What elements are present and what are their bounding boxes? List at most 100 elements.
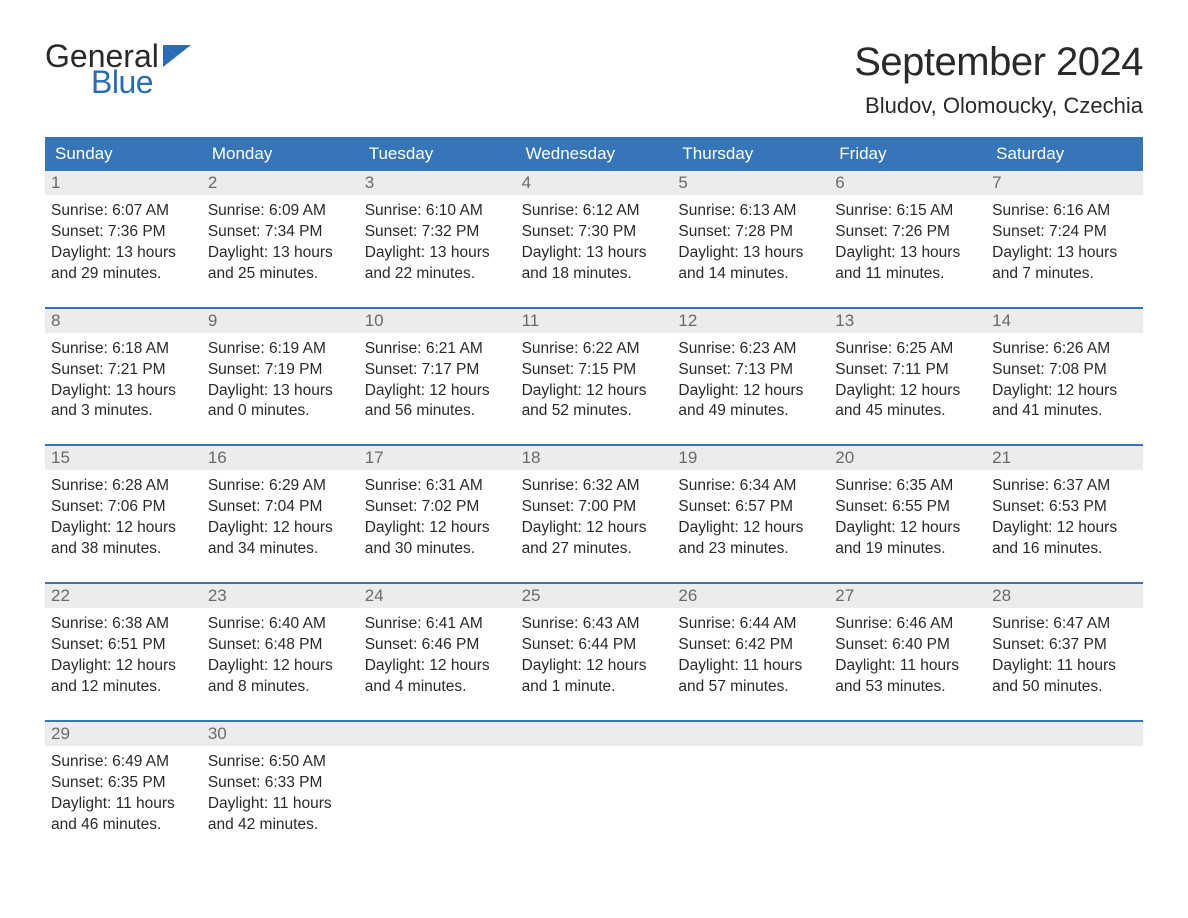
day-number: 19: [672, 446, 829, 470]
day-body: Sunrise: 6:15 AMSunset: 7:26 PMDaylight:…: [829, 195, 986, 285]
day-line-d2: and 19 minutes.: [835, 539, 980, 560]
day-body: Sunrise: 6:29 AMSunset: 7:04 PMDaylight:…: [202, 470, 359, 560]
day-line-sr: Sunrise: 6:21 AM: [365, 339, 510, 360]
day-header-monday: Monday: [202, 137, 359, 171]
day-line-sr: Sunrise: 6:07 AM: [51, 201, 196, 222]
day-body: Sunrise: 6:12 AMSunset: 7:30 PMDaylight:…: [516, 195, 673, 285]
logo-blue-label: Blue: [45, 66, 191, 98]
day-number: 28: [986, 584, 1143, 608]
day-body: Sunrise: 6:49 AMSunset: 6:35 PMDaylight:…: [45, 746, 202, 836]
day-line-d1: Daylight: 13 hours: [522, 243, 667, 264]
day-line-d1: Daylight: 11 hours: [678, 656, 823, 677]
day-body: Sunrise: 6:41 AMSunset: 6:46 PMDaylight:…: [359, 608, 516, 698]
day-line-d1: Daylight: 12 hours: [51, 518, 196, 539]
day-number: [986, 722, 1143, 746]
day-line-sr: Sunrise: 6:31 AM: [365, 476, 510, 497]
day-line-d1: Daylight: 12 hours: [51, 656, 196, 677]
week-row: 22Sunrise: 6:38 AMSunset: 6:51 PMDayligh…: [45, 582, 1143, 698]
day-line-d2: and 22 minutes.: [365, 264, 510, 285]
day-cell: 8Sunrise: 6:18 AMSunset: 7:21 PMDaylight…: [45, 309, 202, 423]
day-line-d1: Daylight: 11 hours: [51, 794, 196, 815]
day-number: 2: [202, 171, 359, 195]
day-line-d2: and 16 minutes.: [992, 539, 1137, 560]
day-line-d2: and 23 minutes.: [678, 539, 823, 560]
day-body: Sunrise: 6:21 AMSunset: 7:17 PMDaylight:…: [359, 333, 516, 423]
day-line-sr: Sunrise: 6:29 AM: [208, 476, 353, 497]
day-line-d1: Daylight: 12 hours: [522, 381, 667, 402]
day-number: 26: [672, 584, 829, 608]
day-cell: 24Sunrise: 6:41 AMSunset: 6:46 PMDayligh…: [359, 584, 516, 698]
day-body: Sunrise: 6:10 AMSunset: 7:32 PMDaylight:…: [359, 195, 516, 285]
day-cell: 25Sunrise: 6:43 AMSunset: 6:44 PMDayligh…: [516, 584, 673, 698]
day-number: 4: [516, 171, 673, 195]
day-body: Sunrise: 6:37 AMSunset: 6:53 PMDaylight:…: [986, 470, 1143, 560]
day-cell: 22Sunrise: 6:38 AMSunset: 6:51 PMDayligh…: [45, 584, 202, 698]
day-line-d2: and 38 minutes.: [51, 539, 196, 560]
day-cell: [359, 722, 516, 836]
day-number: 10: [359, 309, 516, 333]
day-number: 15: [45, 446, 202, 470]
day-number: 21: [986, 446, 1143, 470]
day-line-d1: Daylight: 12 hours: [522, 518, 667, 539]
day-number: [829, 722, 986, 746]
day-cell: [829, 722, 986, 836]
day-number: [672, 722, 829, 746]
day-body: Sunrise: 6:13 AMSunset: 7:28 PMDaylight:…: [672, 195, 829, 285]
day-line-ss: Sunset: 6:55 PM: [835, 497, 980, 518]
day-line-d2: and 0 minutes.: [208, 401, 353, 422]
day-header-wednesday: Wednesday: [516, 137, 673, 171]
day-line-d2: and 56 minutes.: [365, 401, 510, 422]
day-cell: 12Sunrise: 6:23 AMSunset: 7:13 PMDayligh…: [672, 309, 829, 423]
day-line-d2: and 50 minutes.: [992, 677, 1137, 698]
day-line-ss: Sunset: 7:26 PM: [835, 222, 980, 243]
day-line-ss: Sunset: 6:53 PM: [992, 497, 1137, 518]
day-number: 1: [45, 171, 202, 195]
day-number: 24: [359, 584, 516, 608]
day-line-ss: Sunset: 7:28 PM: [678, 222, 823, 243]
day-line-ss: Sunset: 7:13 PM: [678, 360, 823, 381]
week-row: 29Sunrise: 6:49 AMSunset: 6:35 PMDayligh…: [45, 720, 1143, 836]
day-line-d2: and 25 minutes.: [208, 264, 353, 285]
day-body: Sunrise: 6:19 AMSunset: 7:19 PMDaylight:…: [202, 333, 359, 423]
day-line-sr: Sunrise: 6:50 AM: [208, 752, 353, 773]
day-line-d2: and 30 minutes.: [365, 539, 510, 560]
day-number: [516, 722, 673, 746]
day-line-d1: Daylight: 12 hours: [208, 518, 353, 539]
day-line-ss: Sunset: 7:02 PM: [365, 497, 510, 518]
day-cell: 17Sunrise: 6:31 AMSunset: 7:02 PMDayligh…: [359, 446, 516, 560]
day-body: Sunrise: 6:47 AMSunset: 6:37 PMDaylight:…: [986, 608, 1143, 698]
day-line-d1: Daylight: 13 hours: [835, 243, 980, 264]
day-header-tuesday: Tuesday: [359, 137, 516, 171]
day-line-ss: Sunset: 7:17 PM: [365, 360, 510, 381]
day-line-sr: Sunrise: 6:32 AM: [522, 476, 667, 497]
day-line-sr: Sunrise: 6:38 AM: [51, 614, 196, 635]
day-line-d2: and 52 minutes.: [522, 401, 667, 422]
day-line-ss: Sunset: 6:46 PM: [365, 635, 510, 656]
day-line-ss: Sunset: 6:33 PM: [208, 773, 353, 794]
day-line-sr: Sunrise: 6:46 AM: [835, 614, 980, 635]
day-body: Sunrise: 6:46 AMSunset: 6:40 PMDaylight:…: [829, 608, 986, 698]
day-body: Sunrise: 6:44 AMSunset: 6:42 PMDaylight:…: [672, 608, 829, 698]
day-cell: [672, 722, 829, 836]
week-row: 15Sunrise: 6:28 AMSunset: 7:06 PMDayligh…: [45, 444, 1143, 560]
day-number: 8: [45, 309, 202, 333]
day-body: Sunrise: 6:38 AMSunset: 6:51 PMDaylight:…: [45, 608, 202, 698]
day-line-sr: Sunrise: 6:43 AM: [522, 614, 667, 635]
day-body: Sunrise: 6:35 AMSunset: 6:55 PMDaylight:…: [829, 470, 986, 560]
day-line-sr: Sunrise: 6:13 AM: [678, 201, 823, 222]
day-line-d1: Daylight: 12 hours: [992, 381, 1137, 402]
day-line-ss: Sunset: 7:00 PM: [522, 497, 667, 518]
day-line-sr: Sunrise: 6:15 AM: [835, 201, 980, 222]
day-number: 12: [672, 309, 829, 333]
day-line-d1: Daylight: 13 hours: [208, 381, 353, 402]
day-body: Sunrise: 6:28 AMSunset: 7:06 PMDaylight:…: [45, 470, 202, 560]
day-line-ss: Sunset: 7:21 PM: [51, 360, 196, 381]
day-line-sr: Sunrise: 6:37 AM: [992, 476, 1137, 497]
day-cell: 2Sunrise: 6:09 AMSunset: 7:34 PMDaylight…: [202, 171, 359, 285]
day-number: 6: [829, 171, 986, 195]
day-line-ss: Sunset: 7:04 PM: [208, 497, 353, 518]
day-line-d2: and 42 minutes.: [208, 815, 353, 836]
day-line-ss: Sunset: 7:24 PM: [992, 222, 1137, 243]
day-line-sr: Sunrise: 6:28 AM: [51, 476, 196, 497]
title-block: September 2024 Bludov, Olomoucky, Czechi…: [854, 40, 1143, 119]
